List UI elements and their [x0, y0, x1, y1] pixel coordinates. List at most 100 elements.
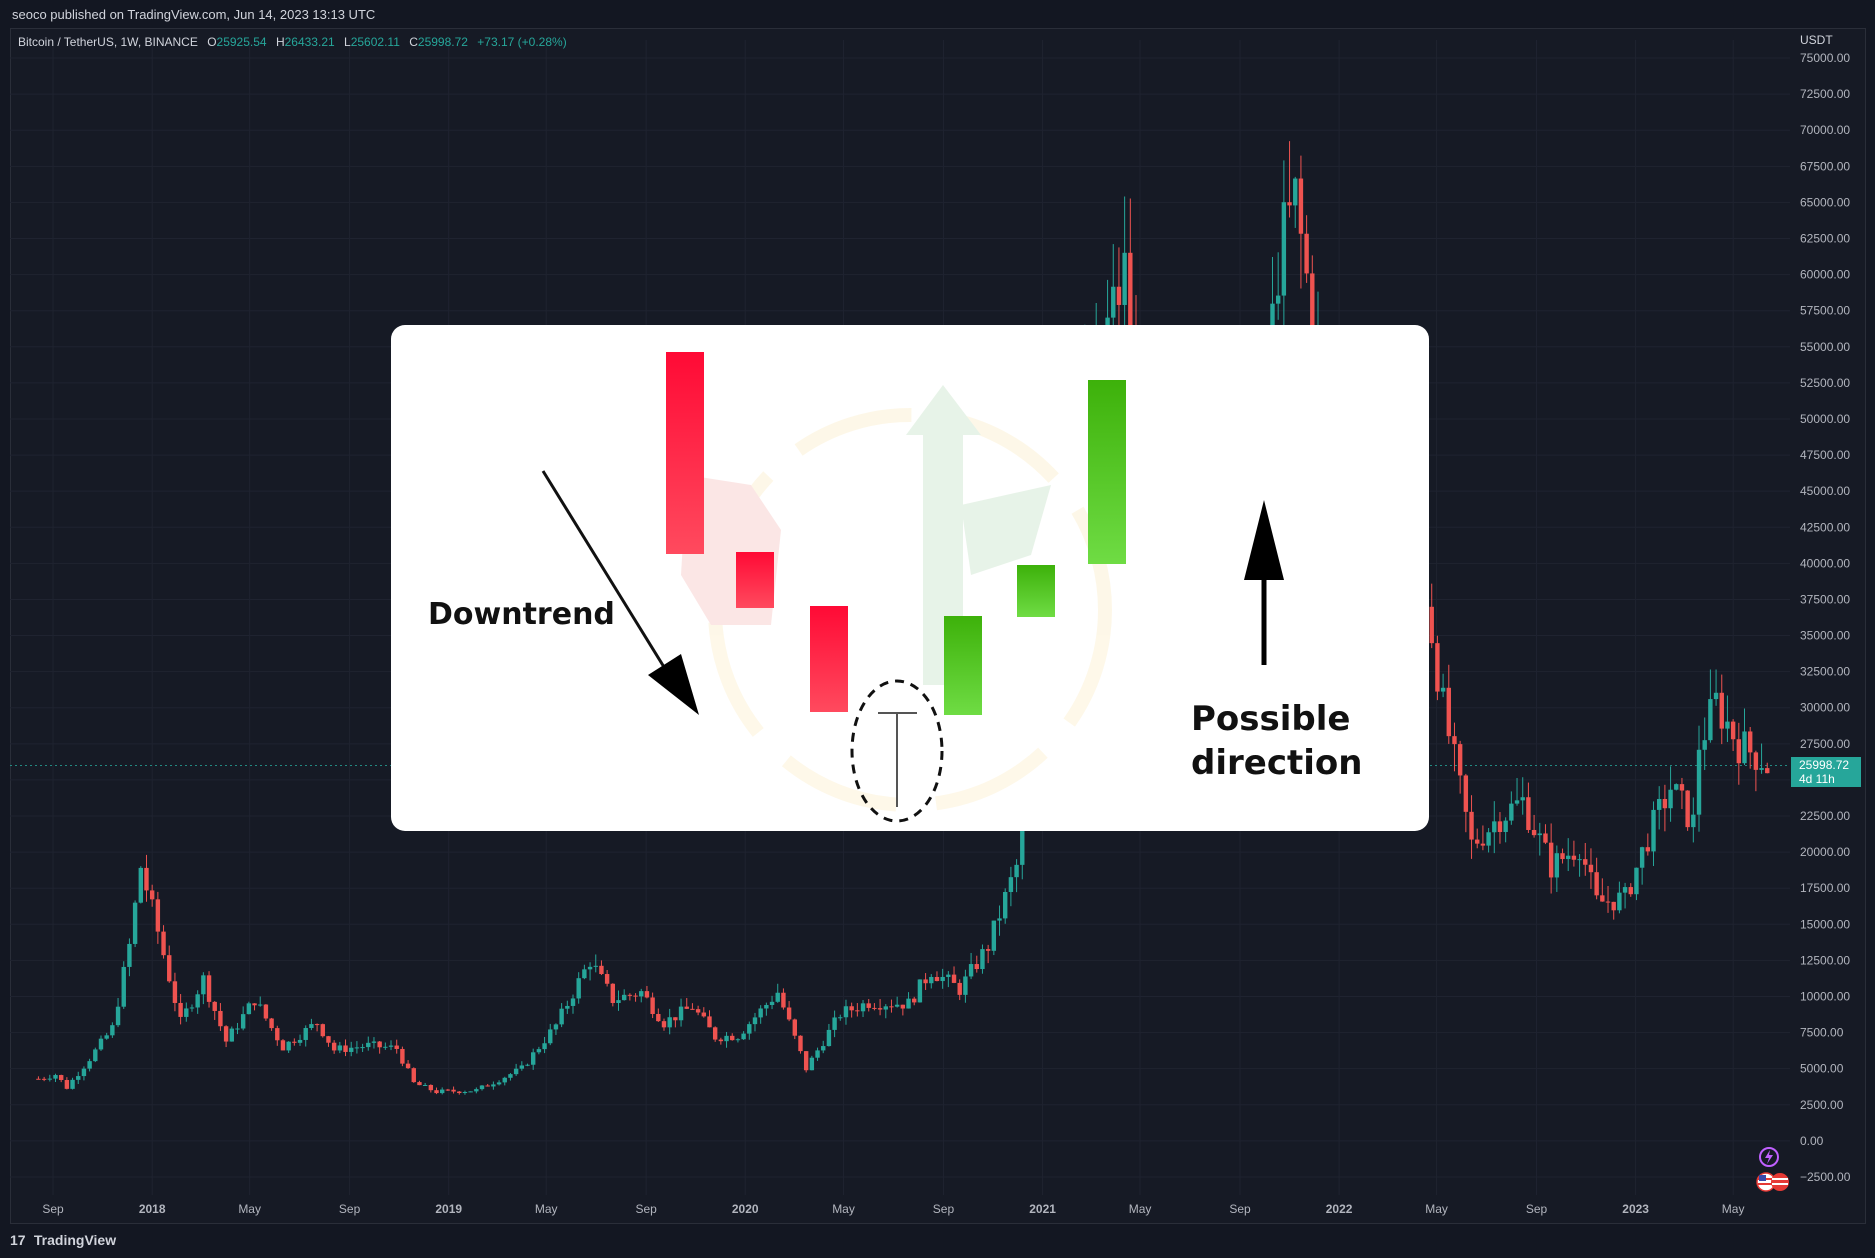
close-value: 25998.72	[417, 35, 468, 49]
price-tick-label: 22500.00	[1800, 809, 1850, 823]
candle-body	[1719, 692, 1724, 729]
candle-body	[1452, 736, 1457, 745]
candle-body	[320, 1024, 325, 1037]
candle-body	[440, 1089, 445, 1094]
candle-body	[1475, 839, 1480, 844]
candle-body	[1753, 752, 1759, 770]
candle-body	[1622, 887, 1628, 893]
candle-body	[496, 1082, 502, 1085]
price-tick-label: 67500.00	[1800, 159, 1850, 173]
candle-body	[1486, 832, 1491, 846]
brand-name: TradingView	[33, 1232, 117, 1248]
candle-body	[275, 1028, 280, 1041]
candle-body	[582, 969, 587, 979]
candle-body	[491, 1084, 496, 1087]
time-tick-label: May	[1425, 1202, 1448, 1216]
candle-body	[1457, 744, 1463, 776]
candle-body	[223, 1026, 229, 1042]
candle-body	[838, 1017, 843, 1019]
low-key: L	[344, 35, 351, 49]
candle-body	[673, 1017, 678, 1021]
candle-body	[1514, 800, 1520, 804]
candle-body	[1293, 178, 1298, 206]
candle-body	[1674, 784, 1679, 790]
lightning-icon[interactable]	[1758, 1146, 1780, 1171]
candle-body	[565, 1005, 570, 1009]
candle-body	[883, 1006, 888, 1010]
candle-body	[1713, 692, 1719, 700]
candle-body	[758, 1008, 763, 1018]
candle-body	[445, 1089, 451, 1091]
candle-body	[735, 1039, 741, 1041]
candle-body	[980, 949, 985, 970]
candle-body	[64, 1080, 70, 1089]
candle-body	[326, 1036, 331, 1043]
price-tick-label: 12500.00	[1800, 953, 1850, 967]
candle-body	[923, 979, 928, 984]
candle-body	[1742, 731, 1747, 764]
candle-body	[377, 1041, 382, 1048]
candle-body	[70, 1079, 75, 1089]
candle-body	[877, 1008, 883, 1010]
candle-body	[1526, 797, 1531, 830]
candle-body	[934, 976, 940, 982]
candle-body	[792, 1019, 797, 1036]
candle-body	[1463, 775, 1469, 812]
candle-body	[195, 994, 200, 1008]
price-tick-label: 60000.00	[1800, 268, 1850, 282]
candle-body	[1651, 809, 1656, 852]
bar-countdown: 4d 11h	[1799, 772, 1835, 786]
candle-body	[337, 1045, 343, 1051]
green-candle-2	[1017, 565, 1055, 617]
candle-body	[627, 994, 633, 996]
candle-body	[206, 975, 212, 1002]
red-candle-1	[666, 352, 704, 554]
time-tick-label: Sep	[635, 1202, 657, 1216]
price-axis: 75000.00 72500.00 70000.00 67500.00 65000.00…	[1800, 51, 1851, 1184]
candle-body	[1730, 721, 1736, 740]
candle-body	[1509, 803, 1514, 821]
candle-body	[775, 992, 780, 1002]
possible-label-line2: direction	[1191, 743, 1363, 783]
symbol-info[interactable]: Bitcoin / TetherUS, 1W, BINANCE O25925.5…	[18, 35, 567, 49]
candle-body	[1111, 286, 1116, 318]
candle-body	[184, 1008, 189, 1017]
candle-body	[1003, 891, 1008, 919]
candle-body	[508, 1074, 513, 1078]
last-price-value: 25998.72	[1799, 758, 1850, 772]
candle-body	[1645, 847, 1651, 852]
candle-body	[451, 1089, 456, 1092]
candle-body	[138, 867, 143, 903]
candle-body	[1275, 295, 1281, 304]
candle-body	[724, 1035, 729, 1042]
candle-body	[115, 1006, 121, 1026]
candle-body	[81, 1068, 87, 1077]
candle-body	[457, 1091, 462, 1094]
price-tick-label: 10000.00	[1800, 989, 1850, 1003]
candle-body	[860, 1003, 866, 1012]
candle-body	[764, 1005, 769, 1009]
currency-label[interactable]: USDT	[1800, 33, 1833, 47]
candle-body	[769, 1001, 775, 1006]
high-value: 26433.21	[284, 35, 335, 49]
tradingview-brand[interactable]: 17 TradingView	[10, 1232, 116, 1248]
candle-body	[1008, 877, 1014, 892]
us-flag-icon[interactable]	[1756, 1172, 1792, 1195]
candle-body	[1708, 699, 1713, 741]
candle-body	[1298, 178, 1304, 234]
price-tick-label: 2500.00	[1800, 1098, 1844, 1112]
price-tick-label: −2500.00	[1800, 1170, 1851, 1184]
candle-body	[1725, 721, 1730, 729]
candle-body	[1571, 855, 1577, 860]
symbol-name[interactable]: Bitcoin / TetherUS, 1W, BINANCE	[18, 35, 198, 49]
candle-body	[98, 1038, 104, 1050]
red-candle-2	[736, 552, 774, 608]
candle-body	[621, 994, 627, 1001]
candle-body	[1020, 822, 1025, 865]
candle-body	[269, 1018, 274, 1029]
candle-body	[968, 964, 974, 977]
price-tick-label: 20000.00	[1800, 845, 1850, 859]
time-tick-label: 2020	[732, 1202, 759, 1216]
candle-body	[309, 1024, 314, 1029]
